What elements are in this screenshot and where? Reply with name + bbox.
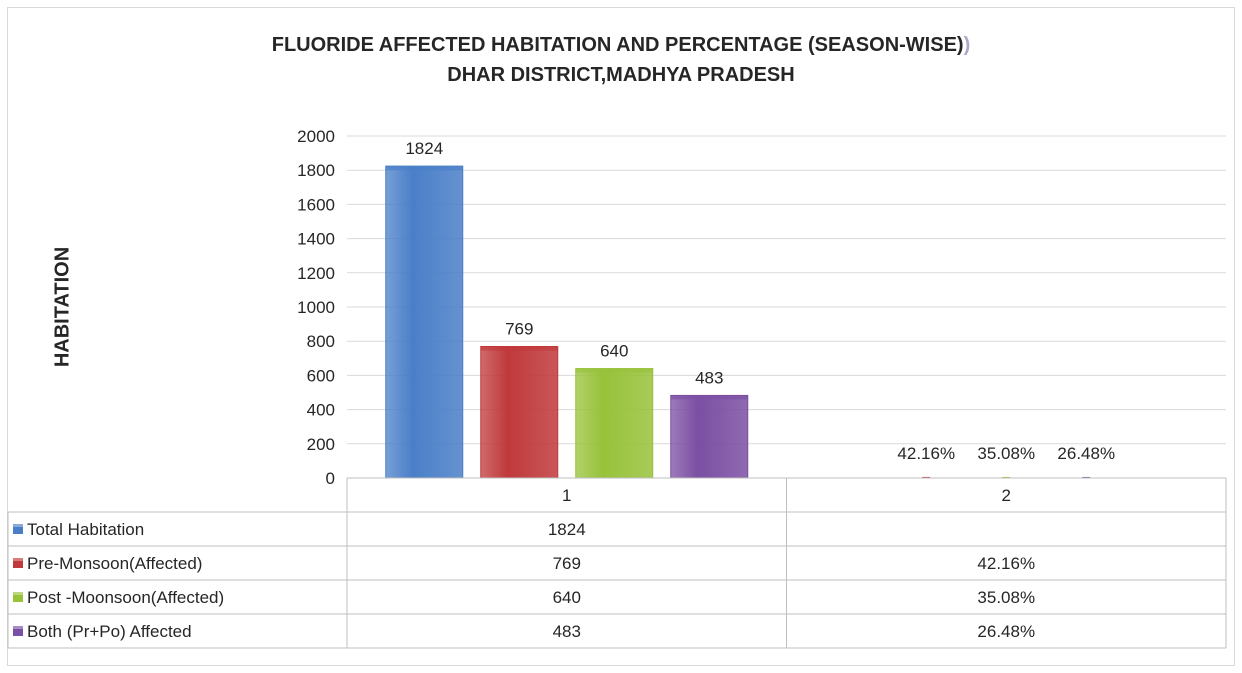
- legend-key: [13, 524, 23, 534]
- bar: [1002, 476, 1011, 478]
- bar: [480, 346, 559, 479]
- y-tick-label: 400: [307, 401, 335, 420]
- x-category-label: 1: [562, 486, 571, 505]
- table-cell: 35.08%: [977, 588, 1035, 607]
- data-label: 483: [695, 368, 723, 387]
- data-label: 769: [505, 320, 533, 339]
- table-cell: 769: [553, 554, 581, 573]
- bar: [385, 165, 464, 479]
- data-label: 1824: [405, 139, 443, 158]
- legend-key-shine: [13, 558, 23, 561]
- bar-top-bevel: [670, 395, 748, 400]
- y-tick-label: 1400: [297, 230, 335, 249]
- table-cell: 483: [553, 622, 581, 641]
- data-label: 42.16%: [897, 444, 955, 463]
- bar-top-bevel: [385, 166, 463, 171]
- bar: [575, 368, 654, 479]
- data-labels: 1824 769 640 483 42.16% 35.08% 26.48%: [405, 139, 1115, 463]
- data-label: 26.48%: [1057, 444, 1115, 463]
- bar: [670, 394, 749, 479]
- bars: [385, 165, 1091, 479]
- legend-entry: Total Habitation: [27, 520, 144, 539]
- bar: [1082, 476, 1091, 478]
- y-tick-label: 600: [307, 366, 335, 385]
- y-tick-label: 2000: [297, 127, 335, 146]
- table-cell: 1824: [548, 520, 586, 539]
- chart-title: FLUORIDE AFFECTED HABITATION AND PERCENT…: [271, 34, 964, 56]
- data-table: 1 2 Total Habitation 1824 Pre-Monsoon(Affect…: [7, 477, 1227, 649]
- legend-key-shine: [13, 592, 23, 595]
- chart-title-suffix: ): [963, 34, 971, 56]
- table-cell: 640: [553, 588, 581, 607]
- table-cell: 26.48%: [977, 622, 1035, 641]
- table-cell: 42.16%: [977, 554, 1035, 573]
- data-label: 35.08%: [977, 444, 1035, 463]
- legend-key: [13, 558, 23, 568]
- legend-key: [13, 592, 23, 602]
- bar-top-bevel: [575, 368, 653, 373]
- data-label: 640: [600, 342, 628, 361]
- legend-key: [13, 626, 23, 636]
- y-tick-label: 800: [307, 332, 335, 351]
- y-tick-label: 1200: [297, 264, 335, 283]
- chart-frame: [7, 7, 1235, 666]
- y-tick-label: 1800: [297, 161, 335, 180]
- gridlines: [347, 135, 1226, 445]
- legend-entry: Post -Moonsoon(Affected): [27, 588, 224, 607]
- y-axis-ticks: 0 200 400 600 800 1000 1200 1400 1600 1800 2000: [297, 127, 335, 488]
- y-tick-label: 200: [307, 435, 335, 454]
- x-category-label: 2: [1002, 486, 1011, 505]
- legend-entry: Pre-Monsoon(Affected): [27, 554, 202, 573]
- chart-subtitle: DHAR DISTRICT,MADHYA PRADESH: [447, 64, 795, 86]
- legend-entry: Both (Pr+Po) Affected: [27, 622, 192, 641]
- bar-top-bevel: [480, 346, 558, 351]
- y-tick-label: 1000: [297, 298, 335, 317]
- legend-key-shine: [13, 626, 23, 629]
- y-tick-label: 1600: [297, 195, 335, 214]
- y-tick-label: 0: [326, 469, 335, 488]
- legend-key-shine: [13, 524, 23, 527]
- chart-title-block: FLUORIDE AFFECTED HABITATION AND PERCENT…: [0, 30, 1242, 90]
- bar: [922, 476, 931, 478]
